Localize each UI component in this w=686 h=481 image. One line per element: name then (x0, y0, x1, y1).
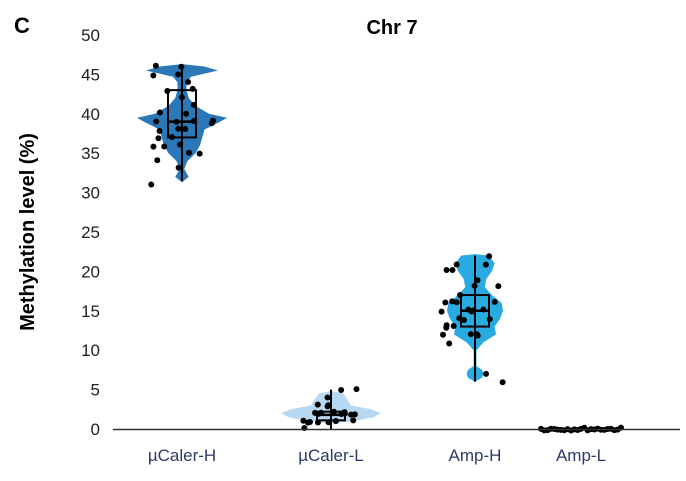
y-tick-label: 20 (81, 262, 100, 281)
data-point (152, 62, 159, 69)
data-point (185, 79, 192, 86)
data-point (325, 419, 332, 426)
data-point (457, 292, 464, 299)
data-point (186, 149, 193, 156)
data-point (446, 340, 453, 347)
data-point (474, 277, 481, 284)
data-point (449, 298, 456, 305)
data-point (480, 306, 487, 313)
data-point (300, 417, 307, 424)
data-point (438, 308, 445, 315)
data-point (189, 85, 196, 92)
y-axis-label: Methylation level (%) (17, 133, 39, 331)
y-tick-labels: 0 5 10 15 20 25 30 35 40 45 50 (81, 26, 100, 439)
data-point (486, 316, 493, 323)
data-point (175, 125, 182, 132)
y-tick-label: 15 (81, 302, 100, 321)
plot-area (137, 62, 624, 434)
data-point (175, 164, 182, 171)
data-point (351, 411, 358, 418)
data-point (486, 253, 493, 260)
data-point (442, 299, 449, 306)
data-point (482, 261, 489, 268)
data-point (467, 331, 474, 338)
data-point (331, 408, 338, 415)
y-tick-label: 10 (81, 341, 100, 360)
data-point (483, 370, 490, 377)
data-point (332, 418, 339, 425)
chart-title: Chr 7 (366, 17, 417, 39)
series-calerh (137, 62, 227, 188)
data-point (499, 379, 506, 386)
data-point (156, 128, 163, 135)
data-point (440, 331, 447, 338)
y-tick-label: 5 (91, 381, 100, 400)
y-tick-label: 25 (81, 223, 100, 242)
y-tick-label: 0 (91, 420, 100, 439)
data-point (209, 117, 216, 124)
data-point (161, 143, 168, 150)
data-point (155, 135, 162, 142)
data-point (190, 118, 197, 125)
data-point (443, 266, 450, 273)
data-point (150, 143, 157, 150)
data-point (443, 322, 450, 329)
x-tick-label: µCaler-L (298, 446, 364, 465)
data-point (338, 410, 345, 417)
data-point (177, 141, 184, 148)
data-point (312, 409, 319, 416)
data-point (353, 386, 360, 393)
data-point (471, 282, 478, 289)
data-point (190, 101, 197, 108)
data-point (473, 331, 480, 338)
data-point (150, 72, 157, 79)
x-tick-labels: µCaler-H µCaler-L Amp-H Amp-L (148, 446, 606, 465)
data-point (350, 417, 357, 424)
data-point (325, 402, 332, 409)
data-point (154, 157, 161, 164)
series-calerl (281, 386, 381, 431)
data-point (456, 315, 463, 322)
data-point (307, 418, 314, 425)
data-point (164, 88, 171, 95)
data-point (453, 299, 460, 306)
data-point (148, 181, 155, 188)
data-point (491, 298, 498, 305)
data-point (460, 316, 467, 323)
data-point (153, 118, 160, 125)
data-point (338, 387, 345, 394)
data-point (468, 308, 475, 315)
data-point (324, 394, 331, 401)
y-tick-label: 40 (81, 105, 100, 124)
data-point (318, 409, 325, 416)
series-amph (438, 253, 506, 386)
data-point (183, 110, 190, 117)
y-tick-label: 50 (81, 26, 100, 45)
data-point (453, 261, 460, 268)
y-tick-label: 30 (81, 184, 100, 203)
y-tick-label: 35 (81, 144, 100, 163)
x-tick-label: Amp-H (449, 446, 502, 465)
data-point (314, 401, 321, 408)
y-tick-label: 45 (81, 65, 100, 84)
data-point (175, 71, 182, 78)
data-point (495, 283, 502, 290)
data-point (314, 419, 321, 426)
data-point (196, 150, 203, 157)
box (167, 89, 197, 139)
panel-label: C (14, 13, 30, 38)
data-point (182, 126, 189, 133)
data-point (173, 118, 180, 125)
data-point (450, 322, 457, 329)
data-point (178, 63, 185, 70)
data-point (168, 133, 175, 140)
data-point (178, 94, 185, 101)
data-point (156, 109, 163, 116)
data-point (449, 267, 456, 274)
x-tick-label: Amp-L (556, 446, 606, 465)
x-tick-label: µCaler-H (148, 446, 216, 465)
